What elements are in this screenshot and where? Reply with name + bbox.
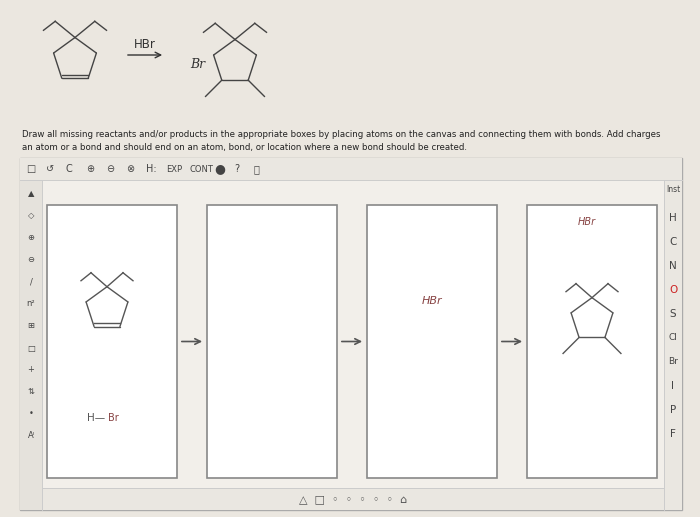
Text: Br: Br — [108, 413, 119, 423]
Text: Draw all missing reactants and/or products in the appropriate boxes by placing a: Draw all missing reactants and/or produc… — [22, 130, 661, 139]
Text: HBr: HBr — [421, 296, 442, 306]
Text: Br: Br — [668, 357, 678, 367]
Text: ⇅: ⇅ — [27, 388, 34, 397]
Text: ◇: ◇ — [28, 211, 34, 220]
Text: •: • — [29, 409, 34, 418]
Text: I: I — [671, 381, 675, 391]
Text: ⊖: ⊖ — [106, 164, 114, 174]
Bar — [42, 488, 664, 510]
Bar — [20, 180, 42, 510]
Text: ⊕: ⊕ — [27, 234, 34, 242]
Text: O: O — [669, 285, 677, 295]
Text: ▲: ▲ — [28, 190, 34, 199]
Text: ⊖: ⊖ — [27, 255, 34, 265]
Bar — [664, 180, 682, 510]
Text: Inst: Inst — [666, 186, 680, 194]
Text: H: H — [669, 213, 677, 223]
Text: Aˡ: Aˡ — [27, 432, 34, 440]
Text: ↺: ↺ — [46, 164, 54, 174]
Text: P: P — [670, 405, 676, 415]
Text: ⊕: ⊕ — [86, 164, 94, 174]
Bar — [367, 205, 497, 478]
Bar — [527, 205, 657, 478]
Text: H:: H: — [146, 164, 157, 174]
Text: N: N — [669, 261, 677, 271]
Text: ⤢: ⤢ — [254, 164, 260, 174]
Text: n²: n² — [27, 299, 35, 309]
Bar — [20, 158, 682, 510]
Bar — [207, 205, 337, 478]
Text: +: + — [27, 366, 34, 374]
Text: ●: ● — [214, 162, 225, 175]
Text: HBr: HBr — [578, 217, 596, 227]
Text: HBr: HBr — [134, 38, 156, 51]
Text: Br: Br — [190, 58, 205, 71]
Text: H—: H— — [87, 413, 105, 423]
Text: EXP: EXP — [166, 164, 182, 174]
Text: CONT: CONT — [190, 164, 214, 174]
Bar — [20, 158, 682, 180]
Bar — [47, 205, 177, 478]
Text: ?: ? — [234, 164, 239, 174]
Text: S: S — [670, 309, 676, 319]
Text: □: □ — [26, 164, 35, 174]
Text: □: □ — [27, 343, 35, 353]
Text: /: / — [29, 278, 32, 286]
Text: an atom or a bond and should end on an atom, bond, or location where a new bond : an atom or a bond and should end on an a… — [22, 143, 467, 152]
Text: C: C — [669, 237, 677, 247]
Text: ⊞: ⊞ — [27, 322, 34, 330]
Text: ⊗: ⊗ — [126, 164, 134, 174]
Text: △  □  ◦  ◦  ◦  ◦  ◦  ⌂: △ □ ◦ ◦ ◦ ◦ ◦ ⌂ — [299, 494, 407, 504]
Text: F: F — [670, 429, 676, 439]
Text: C: C — [66, 164, 73, 174]
Text: Cl: Cl — [668, 333, 678, 342]
